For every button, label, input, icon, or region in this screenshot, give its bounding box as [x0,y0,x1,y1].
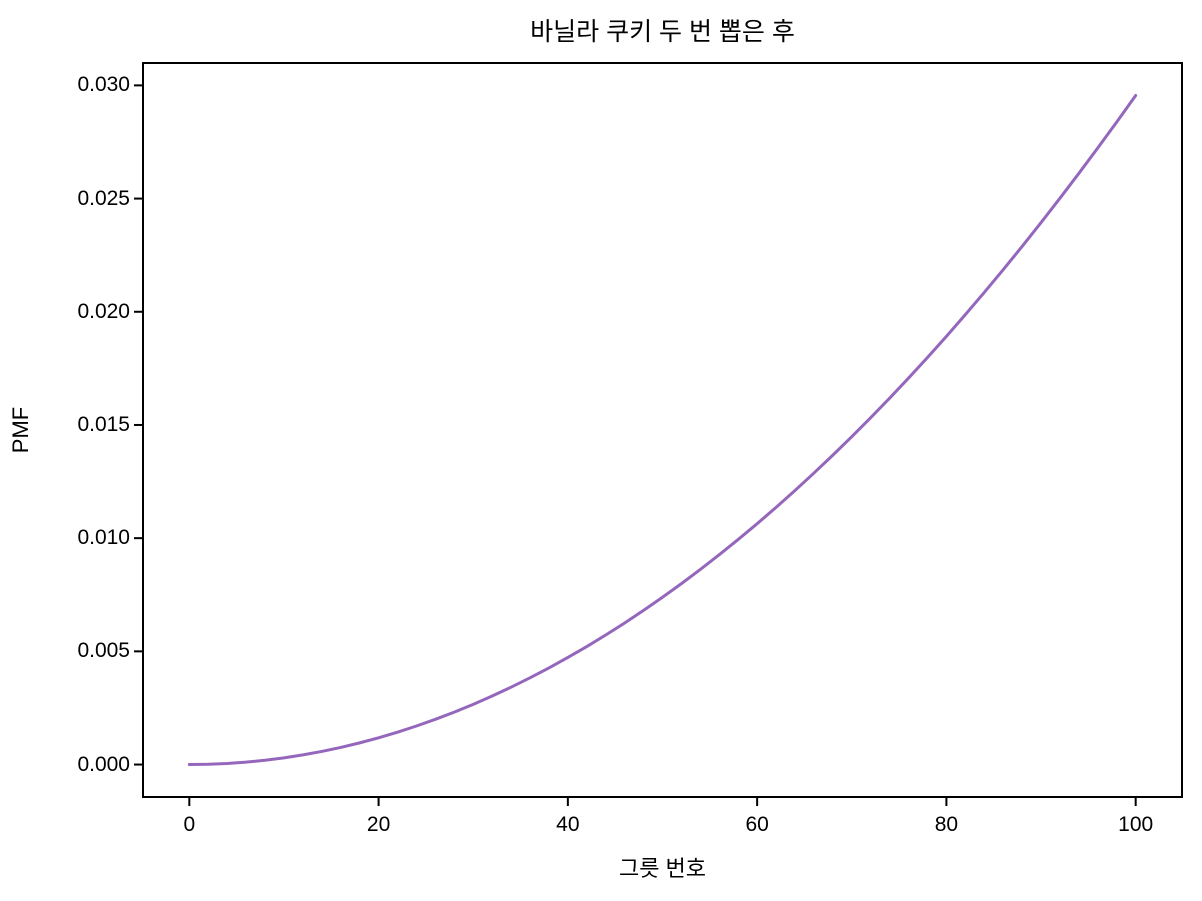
y-tick-label: 0.005 [77,639,130,663]
plot-svg [134,62,1183,806]
y-tick-label: 0.025 [77,186,130,210]
x-tick-label: 0 [183,813,196,836]
y-tick-label: 0.015 [77,412,130,436]
x-tick-label: 80 [934,813,959,836]
plot-area [134,62,1183,806]
x-tick-label: 100 [1118,813,1154,836]
x-tick-label: 20 [366,813,391,836]
y-axis-label: PMF [8,406,33,454]
line-pmf-posterior [187,93,1138,767]
x-tick-label: 40 [556,813,580,836]
chart-title: 바닐라 쿠키 두 번 뽑은 후 [530,18,795,46]
x-tick-label: 60 [745,813,769,836]
y-tick-label: 0.010 [77,526,130,550]
x-axis-label: 그릇 번호 [618,856,707,881]
axes-spines [142,62,1183,798]
y-tick-label: 0.020 [77,299,130,323]
y-tick-label: 0.000 [77,752,130,776]
y-tick-label: 0.030 [77,73,130,97]
